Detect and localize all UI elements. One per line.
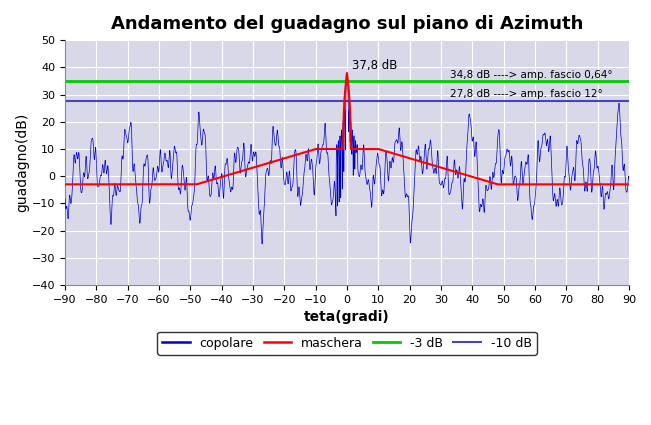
Title: Andamento del guadagno sul piano di Azimuth: Andamento del guadagno sul piano di Azim… bbox=[111, 15, 583, 33]
Text: 34,8 dB ----> amp. fascio 0,64°: 34,8 dB ----> amp. fascio 0,64° bbox=[450, 70, 613, 80]
Text: 37,8 dB: 37,8 dB bbox=[352, 59, 397, 72]
Y-axis label: guadagno(dB): guadagno(dB) bbox=[15, 113, 29, 212]
Text: 27,8 dB ----> amp. fascio 12°: 27,8 dB ----> amp. fascio 12° bbox=[450, 89, 603, 99]
Legend: copolare, maschera, -3 dB, -10 dB: copolare, maschera, -3 dB, -10 dB bbox=[157, 332, 537, 355]
X-axis label: teta(gradi): teta(gradi) bbox=[304, 310, 390, 324]
